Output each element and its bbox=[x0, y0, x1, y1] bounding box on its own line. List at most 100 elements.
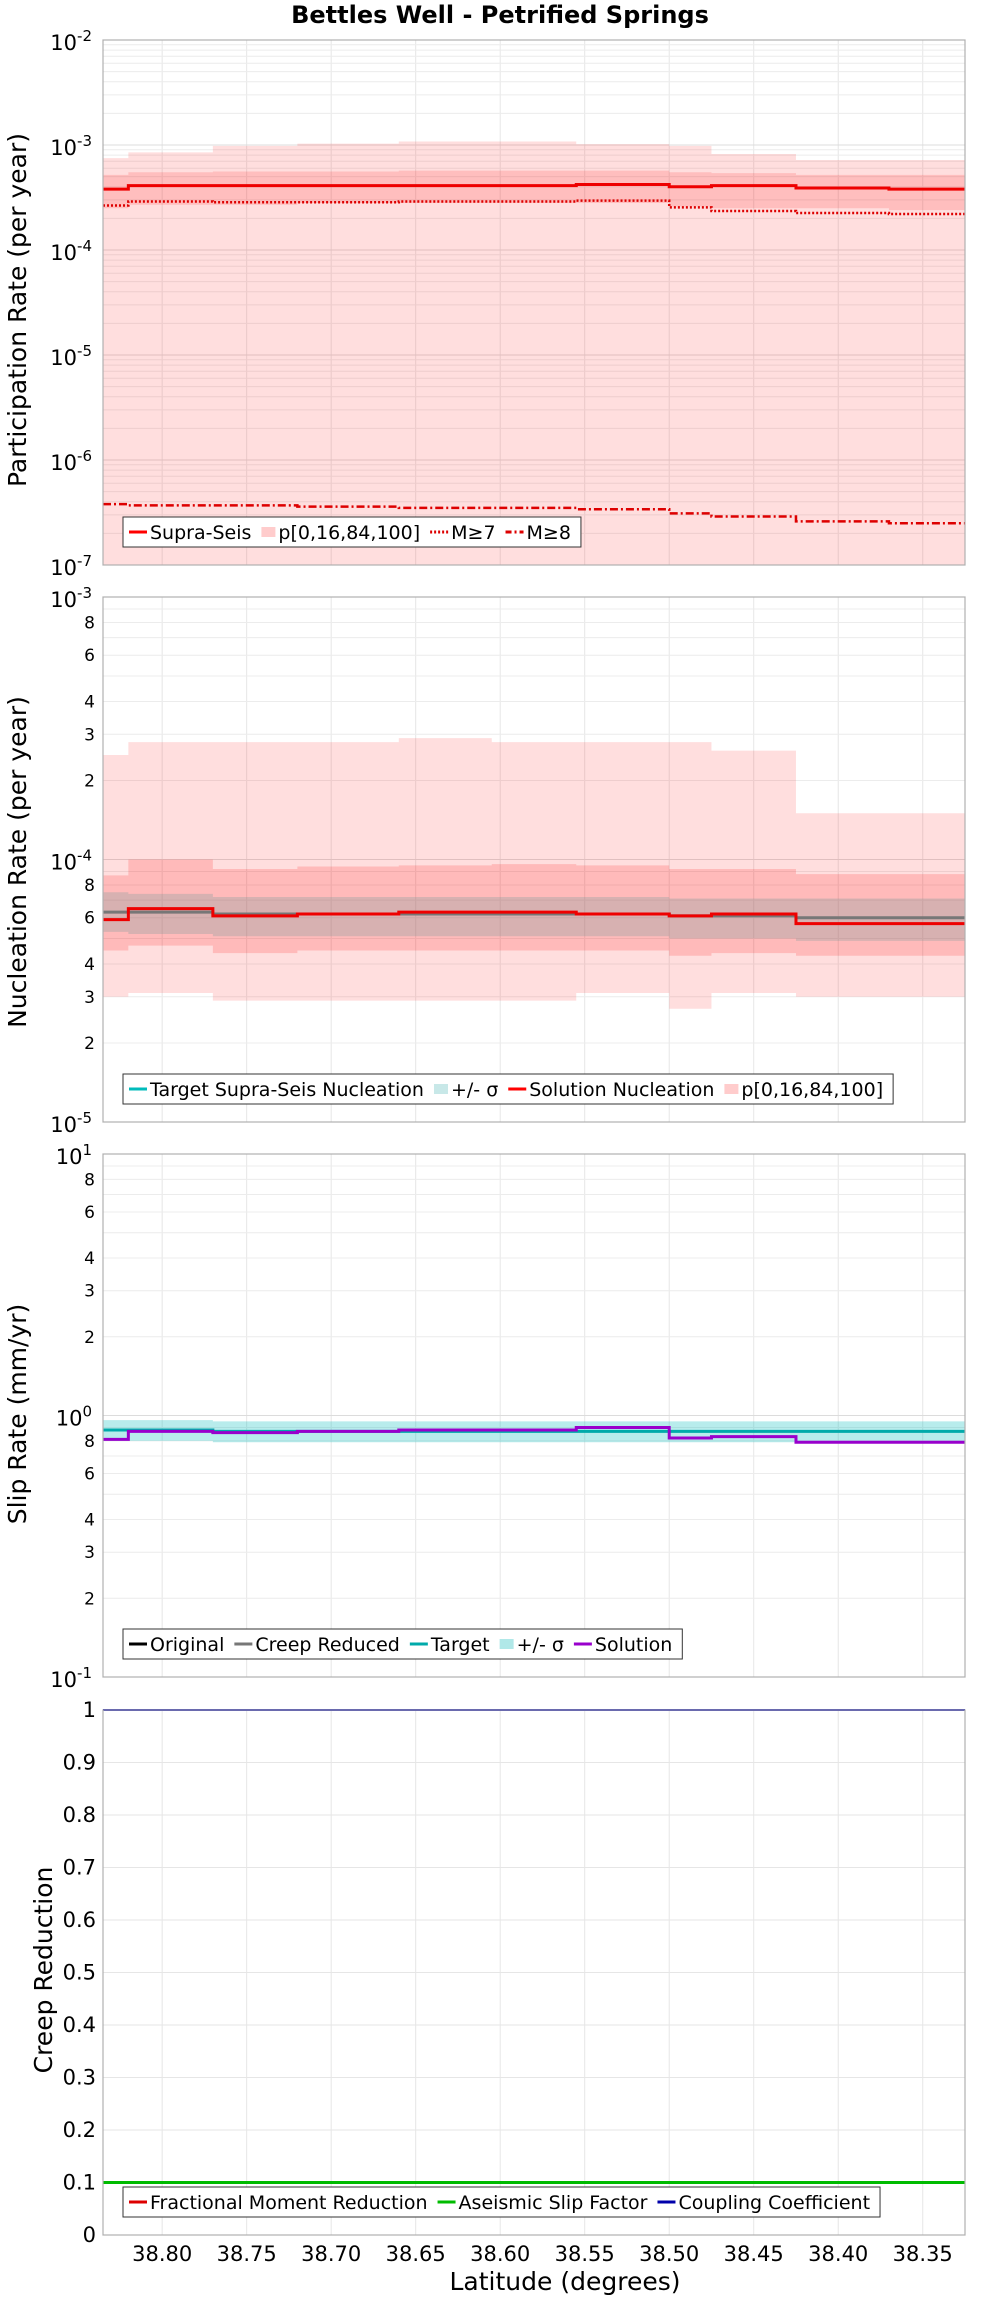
chart-title: Bettles Well - Petrified Springs bbox=[291, 1, 709, 29]
legend-swatch bbox=[433, 1084, 448, 1094]
nucleation-ylabel: Nucleation Rate (per year) bbox=[3, 696, 32, 1028]
percentile-band-outer bbox=[103, 141, 965, 565]
solution-nucleation-line bbox=[103, 907, 965, 926]
x-tick-label: 38.35 bbox=[893, 2242, 953, 2266]
y-tick-label: 10-4 bbox=[50, 847, 92, 875]
slip-rate-panel: Slip Rate (mm/yr) 10-1 100 101 2 3 4 6 8 2 3 4 6 8 Or… bbox=[3, 1141, 966, 1692]
x-tick-label: 38.70 bbox=[301, 2242, 361, 2266]
x-tick-label: 38.55 bbox=[555, 2242, 615, 2266]
y-tick-label: 0.4 bbox=[63, 2013, 96, 2037]
sigma-band bbox=[103, 892, 965, 941]
y-minor-tick-label: 8 bbox=[84, 876, 95, 896]
legend-label: Solution bbox=[595, 1634, 672, 1656]
y-tick-label: 10-1 bbox=[50, 1664, 92, 1692]
y-tick-label: 0.3 bbox=[63, 2066, 96, 2090]
percentile-band-inner bbox=[103, 170, 965, 211]
y-tick-label: 10-3 bbox=[50, 132, 92, 160]
x-axis-label: Latitude (degrees) bbox=[450, 2267, 681, 2296]
legend-label: M≥8 bbox=[527, 522, 571, 544]
y-minor-tick-label: 6 bbox=[84, 646, 95, 666]
x-tick-label: 38.65 bbox=[386, 2242, 446, 2266]
solution-line bbox=[103, 1425, 965, 1444]
y-tick-label: 10-5 bbox=[50, 342, 92, 370]
legend-label: +/- σ bbox=[451, 1079, 498, 1101]
y-tick-label: 0.1 bbox=[63, 2171, 96, 2195]
legend-label: M≥7 bbox=[451, 522, 495, 544]
x-tick-label: 38.60 bbox=[470, 2242, 530, 2266]
y-minor-tick-label: 2 bbox=[84, 1328, 95, 1348]
y-minor-tick-label: 3 bbox=[84, 1543, 95, 1563]
y-tick-label: 10-5 bbox=[50, 1109, 92, 1137]
creep-ylabel: Creep Reduction bbox=[29, 1867, 58, 2074]
y-tick-label: 0 bbox=[83, 2223, 96, 2247]
x-axis: 38.80 38.75 38.70 38.65 38.60 38.55 38.50 38.45… bbox=[132, 2242, 953, 2266]
y-minor-tick-label: 6 bbox=[84, 1203, 95, 1223]
percentile-band-inner bbox=[103, 859, 965, 956]
legend-swatch bbox=[724, 1084, 739, 1094]
y-minor-tick-label: 6 bbox=[84, 909, 95, 929]
legend-label: Target bbox=[430, 1634, 490, 1656]
y-minor-tick-label: 4 bbox=[84, 692, 95, 712]
legend-box bbox=[122, 516, 582, 548]
y-tick-label: 1 bbox=[83, 1698, 96, 1722]
legend-box bbox=[122, 2186, 881, 2218]
sliprate-ylabel: Slip Rate (mm/yr) bbox=[3, 1304, 32, 1525]
legend-box bbox=[122, 1073, 894, 1105]
y-minor-tick-label: 4 bbox=[84, 1249, 95, 1269]
supra-seis-line bbox=[103, 183, 965, 191]
legend-label: Original bbox=[150, 1634, 224, 1656]
legend-label: p[0,16,84,100] bbox=[278, 522, 420, 544]
y-minor-tick-label: 3 bbox=[84, 1282, 95, 1302]
y-tick-label: 0.2 bbox=[63, 2118, 96, 2142]
legend-label: Coupling Coefficient bbox=[678, 2192, 870, 2214]
plot-frame bbox=[102, 596, 966, 1123]
x-tick-label: 38.45 bbox=[724, 2242, 784, 2266]
y-tick-label: 10-4 bbox=[50, 237, 92, 265]
legend-swatch bbox=[261, 527, 276, 537]
y-tick-label: 10-2 bbox=[50, 27, 92, 55]
creep-reduction-panel: Creep Reduction 0 0.1 0.2 0.3 0.4 0.5 0.6 0.7 0.… bbox=[29, 1698, 966, 2247]
plot-frame bbox=[102, 39, 966, 566]
y-tick-label: 0.7 bbox=[63, 1856, 96, 1880]
legend-label: Supra-Seis bbox=[150, 522, 251, 544]
legend-label: Creep Reduced bbox=[255, 1634, 399, 1656]
participation-rate-panel: Participation Rate (per year) 10-7 10-6 10… bbox=[3, 27, 966, 580]
y-minor-tick-label: 4 bbox=[84, 1511, 95, 1531]
y-tick-label: 101 bbox=[56, 1141, 92, 1169]
m8-line bbox=[103, 502, 965, 525]
y-minor-tick-label: 2 bbox=[84, 1589, 95, 1609]
legend-label: +/- σ bbox=[517, 1634, 564, 1656]
legend-label: Aseismic Slip Factor bbox=[459, 2192, 648, 2214]
participation-ylabel: Participation Rate (per year) bbox=[3, 133, 32, 487]
plot-frame bbox=[102, 1153, 966, 1678]
x-tick-label: 38.80 bbox=[132, 2242, 192, 2266]
x-tick-label: 38.75 bbox=[217, 2242, 277, 2266]
legend-label: Solution Nucleation bbox=[529, 1079, 714, 1101]
y-tick-label: 10-6 bbox=[50, 447, 92, 475]
y-tick-label: 0.9 bbox=[63, 1751, 96, 1775]
legend-label: Target Supra-Seis Nucleation bbox=[149, 1079, 424, 1101]
y-minor-tick-label: 2 bbox=[84, 771, 95, 791]
y-minor-tick-label: 6 bbox=[84, 1465, 95, 1485]
x-tick-label: 38.50 bbox=[639, 2242, 699, 2266]
y-minor-tick-label: 3 bbox=[84, 725, 95, 745]
legend-label: Fractional Moment Reduction bbox=[150, 2192, 428, 2214]
y-minor-tick-label: 4 bbox=[84, 955, 95, 975]
y-minor-tick-label: 8 bbox=[84, 613, 95, 633]
y-minor-tick-label: 2 bbox=[84, 1034, 95, 1054]
legend-label: p[0,16,84,100] bbox=[741, 1079, 883, 1101]
y-minor-tick-label: 8 bbox=[84, 1170, 95, 1190]
y-tick-label: 10-7 bbox=[50, 552, 92, 580]
y-minor-tick-label: 3 bbox=[84, 988, 95, 1008]
x-tick-label: 38.40 bbox=[808, 2242, 868, 2266]
plot-frame bbox=[102, 1709, 966, 2236]
y-tick-label: 10-3 bbox=[50, 584, 92, 612]
legend-swatch bbox=[499, 1639, 514, 1649]
y-tick-label: 0.5 bbox=[63, 1961, 96, 1985]
percentile-band-outer bbox=[103, 738, 965, 1009]
y-tick-label: 100 bbox=[56, 1403, 92, 1431]
y-minor-tick-label: 8 bbox=[84, 1432, 95, 1452]
y-tick-label: 0.8 bbox=[63, 1803, 96, 1827]
y-tick-label: 0.6 bbox=[63, 1908, 96, 1932]
